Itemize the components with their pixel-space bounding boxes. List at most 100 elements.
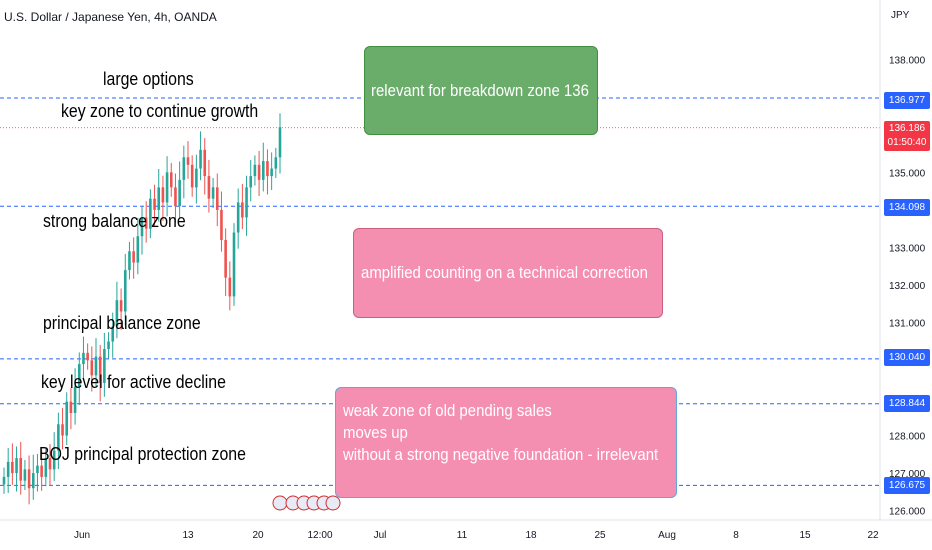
candle-body: [278, 127, 282, 158]
chart-title: U.S. Dollar / Japanese Yen, 4h, OANDA: [4, 10, 217, 24]
price-tick-label: 132.000: [889, 281, 926, 292]
candle-body: [15, 458, 18, 474]
candle-body: [23, 469, 27, 481]
candle-body: [211, 187, 215, 199]
candle-body: [136, 236, 140, 263]
candle-body: [274, 157, 278, 169]
candle-body: [111, 326, 115, 342]
candle-body: [174, 187, 177, 207]
candle-body: [207, 176, 211, 199]
candle-body: [11, 461, 14, 474]
candle-body: [178, 179, 181, 207]
candle-body: [161, 187, 165, 203]
time-tick-label: 8: [733, 530, 739, 541]
price-label-126675[interactable]: 126.675: [884, 477, 930, 494]
candle-body: [232, 232, 236, 297]
time-tick-label: 12:00: [307, 530, 332, 541]
note-box-pending-sales[interactable]: weak zone of old pending sales moves up …: [335, 387, 677, 498]
candle-body: [195, 168, 198, 188]
candle-body: [270, 168, 273, 177]
note-box-correction[interactable]: amplified counting on a technical correc…: [353, 228, 663, 318]
candle-body: [203, 149, 207, 177]
countdown-timer: 01:50:40: [887, 137, 927, 148]
price-tick-label: 128.000: [889, 432, 926, 443]
annotation-large-options: large options: [103, 69, 194, 89]
candle-body: [153, 198, 156, 210]
price-tick-label: 131.000: [889, 319, 926, 330]
price-label-128844[interactable]: 128.844: [884, 395, 930, 412]
candle-body: [144, 217, 148, 229]
candle-body: [44, 458, 48, 477]
price-axis-ticks: 126.000 127.000 128.000 131.000 132.000 133.0…: [889, 56, 926, 518]
time-axis-ticks: Jun 13 20 12:00 Jul 11 18 25 Aug 8 15 22: [74, 530, 879, 541]
time-tick-label: Jun: [74, 530, 90, 541]
candle-body: [165, 172, 169, 203]
note-line-3: without a strong negative foundation - i…: [343, 445, 659, 464]
candle-body: [245, 187, 248, 218]
candle-body: [103, 349, 106, 383]
candle-body: [123, 270, 127, 312]
time-tick-label: 18: [525, 530, 537, 541]
candle-body: [249, 176, 253, 188]
candle-body: [253, 164, 257, 177]
candle-body: [40, 465, 43, 477]
candle-body: [6, 461, 10, 477]
candle-body: [94, 356, 98, 376]
time-tick-label: 22: [867, 530, 879, 541]
candle-body: [224, 240, 227, 278]
candle-body: [119, 300, 123, 312]
candle-body: [261, 161, 265, 180]
note-line-1: weak zone of old pending sales: [343, 401, 552, 420]
note-box-correction-text: amplified counting on a technical correc…: [361, 263, 648, 282]
candle-body: [182, 157, 186, 180]
candle-body: [98, 356, 102, 383]
note-box-breakdown[interactable]: relevant for breakdown zone 136: [364, 46, 598, 135]
candle-body: [199, 149, 202, 169]
price-label-136977[interactable]: 136.977: [884, 92, 930, 109]
candle-body: [107, 341, 110, 350]
economic-event-icons[interactable]: [272, 495, 341, 511]
candle-body: [266, 161, 269, 177]
annotation-boj-zone: BOJ principal protection zone: [39, 444, 246, 464]
candle-body: [65, 401, 69, 436]
annotation-key-zone: key zone to continue growth: [61, 101, 259, 121]
price-label-134098[interactable]: 134.098: [884, 199, 930, 216]
candle-body: [36, 465, 39, 474]
time-tick-label: 13: [182, 530, 194, 541]
candle-body: [73, 386, 77, 413]
candle-body: [77, 364, 81, 387]
candle-body: [215, 187, 219, 210]
candle-body: [228, 277, 232, 297]
candle-body: [115, 300, 119, 327]
candle-body: [140, 217, 144, 237]
candle-body: [236, 202, 240, 233]
candle-body: [132, 251, 135, 263]
candle-body: [82, 352, 85, 365]
annotation-strong-balance: strong balance zone: [43, 211, 186, 231]
price-tick-label: 126.000: [889, 507, 926, 518]
current-price-label[interactable]: 136.186 01:50:40: [884, 121, 930, 151]
price-tick-label: 127.000: [889, 469, 926, 480]
candle-body: [241, 202, 244, 218]
candle-body: [31, 473, 35, 489]
candle-body: [69, 401, 73, 413]
price-tick-label: 138.000: [889, 56, 926, 67]
time-tick-label: 25: [594, 530, 606, 541]
candle-body: [61, 424, 64, 436]
note-line-2: moves up: [343, 423, 408, 442]
candle-body: [128, 251, 131, 271]
time-tick-label: 20: [252, 530, 264, 541]
candle-body: [149, 198, 152, 229]
price-label-130040[interactable]: 130.040: [884, 349, 930, 366]
currency-label: JPY: [891, 10, 910, 21]
candle-body: [19, 458, 23, 481]
candle-body: [220, 209, 223, 241]
candle-body: [48, 458, 52, 470]
candle-body: [186, 157, 190, 165]
candle-body: [2, 476, 6, 485]
time-tick-label: 15: [799, 530, 811, 541]
candle-body: [86, 352, 89, 361]
candle-body: [57, 424, 60, 451]
annotation-principal-balance: principal balance zone: [43, 313, 201, 333]
